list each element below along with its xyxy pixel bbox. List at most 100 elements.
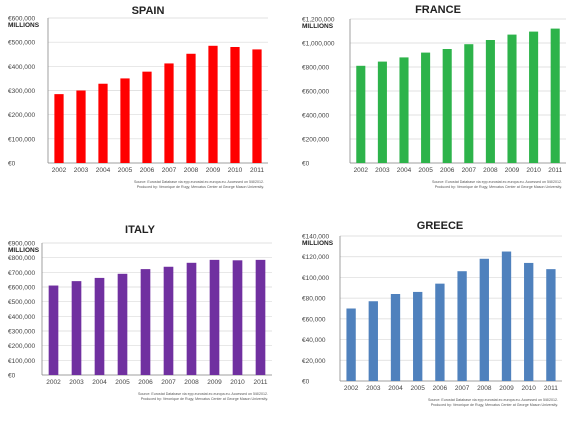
x-tick-label: 2009: [499, 385, 514, 392]
producer-note: Produced by: Veronique de Rugy, Mercatus…: [137, 185, 264, 189]
x-tick-label: 2009: [505, 167, 520, 174]
y-tick-label: €700,000: [8, 270, 35, 277]
bar-2006: [140, 269, 151, 375]
x-tick-label: 2006: [138, 379, 153, 386]
chart-title: ITALY: [125, 224, 156, 236]
bar-2004: [98, 83, 108, 163]
producer-note: Produced by: Veronique de Rugy, Mercatus…: [431, 403, 558, 407]
bar-2005: [421, 52, 431, 163]
chart-svg: FRANCE MILLIONS €0 €200,000 €400,000 €600,000…: [302, 4, 566, 189]
bar-2004: [390, 294, 401, 381]
x-tick-label: 2007: [455, 385, 470, 392]
y-tick-label: €500,000: [8, 40, 35, 47]
unit-label: MILLIONS: [8, 22, 40, 29]
bar-2010: [232, 260, 243, 375]
x-tick-label: 2010: [521, 385, 536, 392]
x-tick-label: 2008: [483, 167, 498, 174]
y-tick-label: €100,000: [302, 275, 329, 282]
bar-2007: [163, 266, 174, 375]
source-note: Source: Eurostat Database via epp.eurost…: [138, 392, 268, 396]
bar-2005: [117, 273, 128, 375]
source-note: Source: Eurostat Database via epp.eurost…: [432, 180, 562, 184]
bar-2011: [550, 28, 560, 163]
bar-2008: [485, 40, 495, 163]
source-note: Source: Eurostat Database via epp.eurost…: [428, 398, 558, 402]
y-tick-label: €200,000: [8, 343, 35, 350]
bar-2010: [524, 262, 534, 381]
bar-2009: [507, 34, 517, 163]
y-tick-label: €600,000: [8, 16, 35, 23]
y-tick-label: €0: [302, 379, 310, 386]
y-tick-label: €300,000: [8, 88, 35, 95]
bar-2002: [346, 308, 356, 381]
y-tick-label: €1,000,000: [302, 41, 335, 48]
source-note: Source: Eurostat Database via epp.eurost…: [134, 180, 264, 184]
y-tick-label: €140,000: [302, 234, 329, 241]
y-tick-label: €0: [8, 373, 16, 380]
x-tick-label: 2007: [462, 167, 477, 174]
producer-note: Produced by: Veronique de Rugy, Mercatus…: [141, 397, 268, 401]
x-tick-label: 2011: [548, 167, 562, 174]
bar-2005: [120, 78, 130, 163]
y-tick-label: €80,000: [302, 296, 326, 303]
y-tick-label: €60,000: [302, 316, 326, 323]
y-tick-label: €0: [302, 161, 310, 168]
bar-2003: [368, 301, 378, 381]
x-tick-label: 2008: [184, 167, 199, 174]
x-tick-label: 2010: [230, 379, 245, 386]
bar-2007: [164, 63, 174, 163]
unit-label: MILLIONS: [302, 23, 334, 30]
bar-2011: [255, 259, 266, 375]
x-tick-label: 2011: [254, 379, 268, 386]
x-tick-label: 2007: [161, 379, 176, 386]
bar-2007: [457, 271, 467, 381]
bar-2011: [252, 49, 262, 163]
y-tick-label: €20,000: [302, 358, 326, 365]
x-tick-label: 2006: [440, 167, 455, 174]
chart-france: FRANCE MILLIONS €0 €200,000 €400,000 €600,000…: [300, 0, 576, 200]
x-tick-label: 2006: [140, 167, 155, 174]
chart-title: FRANCE: [415, 4, 461, 16]
y-tick-label: €200,000: [302, 137, 329, 144]
bar-2003: [377, 61, 387, 163]
y-tick-label: €900,000: [8, 241, 35, 248]
bar-2006: [442, 49, 452, 163]
x-tick-label: 2006: [433, 385, 448, 392]
y-tick-label: €40,000: [302, 337, 326, 344]
x-tick-label: 2004: [397, 167, 412, 174]
x-tick-label: 2003: [74, 167, 89, 174]
bar-2003: [71, 281, 82, 375]
bar-2010: [529, 31, 539, 163]
x-tick-label: 2002: [344, 385, 359, 392]
x-tick-label: 2004: [96, 167, 111, 174]
x-tick-label: 2002: [52, 167, 67, 174]
y-tick-label: €200,000: [8, 112, 35, 119]
y-tick-label: €300,000: [8, 329, 35, 336]
x-tick-label: 2009: [206, 167, 221, 174]
x-tick-label: 2004: [92, 379, 107, 386]
y-tick-label: €400,000: [8, 314, 35, 321]
y-tick-label: €800,000: [302, 65, 329, 72]
chart-svg: SPAIN MILLIONS €0 €100,000 €200,000 €300,000 €…: [8, 5, 268, 189]
y-tick-label: €1,200,000: [302, 17, 335, 24]
x-tick-label: 2003: [375, 167, 390, 174]
unit-label: MILLIONS: [8, 247, 40, 254]
x-tick-label: 2007: [162, 167, 177, 174]
bar-2009: [209, 259, 220, 375]
x-tick-label: 2004: [388, 385, 403, 392]
x-tick-label: 2005: [118, 167, 133, 174]
x-tick-label: 2011: [544, 385, 558, 392]
bar-2005: [413, 291, 423, 381]
producer-note: Produced by: Veronique de Rugy, Mercatus…: [435, 185, 562, 189]
y-tick-label: €100,000: [8, 358, 35, 365]
y-tick-label: €500,000: [8, 299, 35, 306]
x-tick-label: 2005: [115, 379, 130, 386]
x-tick-label: 2010: [228, 167, 243, 174]
x-tick-label: 2010: [526, 167, 541, 174]
chart-svg: ITALY MILLIONS €0 €100,000 €200,000 €300,000 €…: [8, 224, 272, 401]
y-tick-label: €400,000: [302, 113, 329, 120]
bar-2011: [546, 269, 556, 381]
y-tick-label: €0: [8, 161, 16, 168]
bar-2007: [464, 44, 474, 164]
x-tick-label: 2008: [184, 379, 199, 386]
